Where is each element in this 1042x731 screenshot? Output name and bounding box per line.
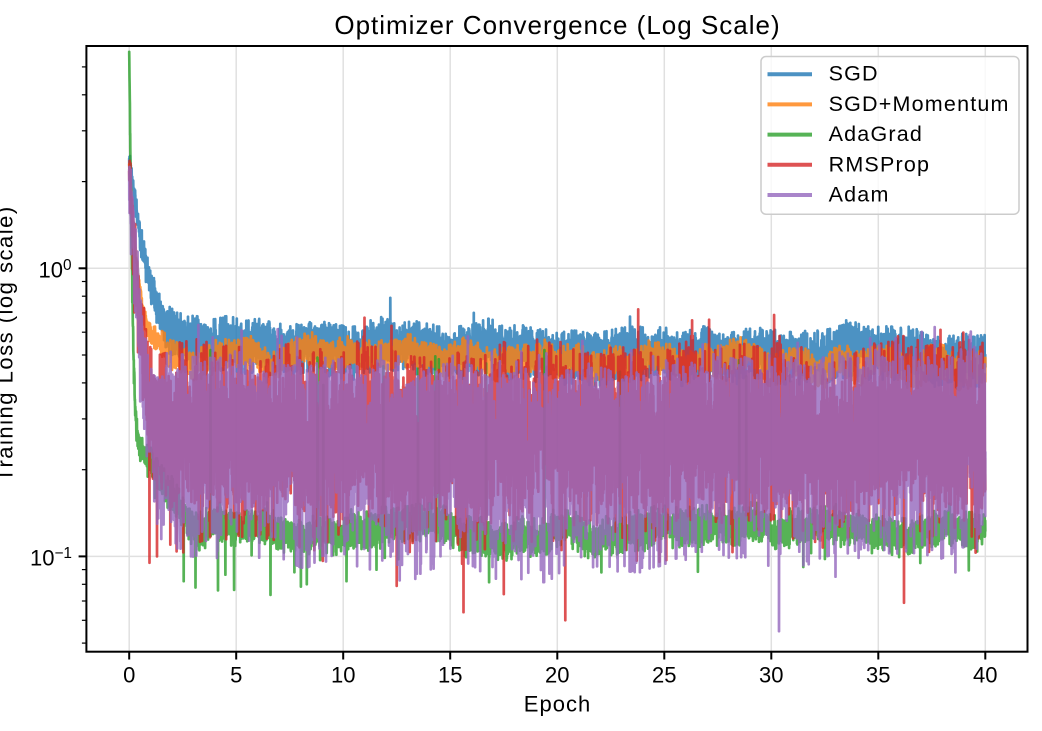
svg-text:40: 40 bbox=[973, 663, 997, 688]
svg-text:Optimizer Convergence (Log Sca: Optimizer Convergence (Log Scale) bbox=[334, 10, 780, 40]
svg-text:Adam: Adam bbox=[829, 183, 890, 207]
svg-text:20: 20 bbox=[545, 663, 569, 688]
svg-text:RMSProp: RMSProp bbox=[829, 152, 931, 176]
svg-text:AdaGrad: AdaGrad bbox=[829, 122, 923, 146]
svg-text:SGD+Momentum: SGD+Momentum bbox=[829, 92, 1010, 116]
svg-text:25: 25 bbox=[652, 663, 676, 688]
svg-text:SGD: SGD bbox=[829, 62, 879, 86]
svg-text:100: 100 bbox=[38, 257, 71, 283]
svg-text:10−1: 10−1 bbox=[30, 545, 72, 571]
svg-text:5: 5 bbox=[230, 663, 242, 688]
svg-text:0: 0 bbox=[123, 663, 135, 688]
svg-text:10: 10 bbox=[331, 663, 355, 688]
svg-text:30: 30 bbox=[759, 663, 783, 688]
svg-text:Training Loss (log scale): Training Loss (log scale) bbox=[0, 205, 18, 481]
svg-text:Epoch: Epoch bbox=[524, 692, 591, 717]
svg-text:35: 35 bbox=[866, 663, 890, 688]
svg-text:15: 15 bbox=[438, 663, 462, 688]
